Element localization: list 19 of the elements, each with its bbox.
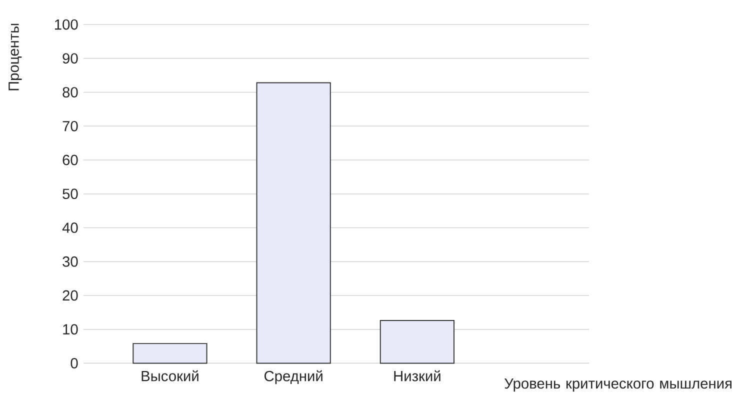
y-tick-label: 30 [62,256,78,267]
x-tick-label: Высокий [142,370,198,382]
y-tick-label: 100 [55,19,78,30]
y-tick-label: 40 [62,222,78,233]
x-axis-title: Уровень критического мышления [504,378,732,392]
y-tick-label: 60 [62,154,78,166]
y-tick-label: 70 [62,120,78,132]
x-tick-label: Низкий [394,370,440,382]
y-tick-label: 80 [62,86,78,98]
y-tick-label: 0 [70,358,78,368]
y-tick-label: 50 [62,188,78,199]
y-axis-title: Проценты [8,24,22,90]
bar [132,342,208,364]
y-tick-label: 10 [63,324,78,334]
y-tick-label: 20 [62,290,78,301]
x-tick-label: Средний [264,370,322,384]
bar [380,320,454,364]
y-tick-label: 90 [62,53,78,64]
bar [256,82,331,364]
